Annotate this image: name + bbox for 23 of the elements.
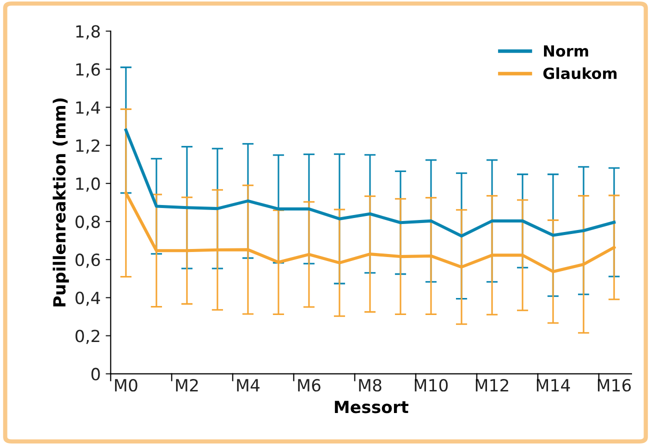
y-tick-label: 0,2 bbox=[76, 330, 100, 344]
x-tick-label: M0 bbox=[115, 378, 138, 392]
y-tick-label: 1,2 bbox=[76, 139, 100, 154]
y-tick-label: 1,6 bbox=[76, 63, 100, 78]
x-tick-label: M6 bbox=[298, 378, 320, 392]
x-axis-title: Messort bbox=[334, 400, 408, 414]
y-tick-label: 0,8 bbox=[76, 215, 100, 230]
legend-label: Glaukom bbox=[543, 67, 617, 80]
x-tick-label: M2 bbox=[176, 378, 198, 392]
x-tick-label: M4 bbox=[237, 379, 260, 392]
y-tick-label: 1,4 bbox=[76, 101, 100, 116]
x-tick-label: M8 bbox=[359, 378, 382, 392]
y-tick-label: 0 bbox=[91, 368, 100, 380]
x-tick-label: M12 bbox=[476, 378, 508, 392]
x-tick-label: M16 bbox=[598, 378, 631, 392]
legend-label: Norm bbox=[544, 45, 588, 57]
y-tick-label: 0,6 bbox=[76, 254, 100, 268]
y-tick-label: 0,4 bbox=[76, 292, 100, 306]
y-axis-title: Pupillenreaktion (mm) bbox=[52, 98, 69, 306]
x-tick-label: M14 bbox=[536, 379, 570, 392]
y-tick-label: 1,0 bbox=[76, 177, 100, 192]
y-tick-label: 1,8 bbox=[76, 25, 100, 40]
x-tick-label: M10 bbox=[414, 378, 448, 392]
